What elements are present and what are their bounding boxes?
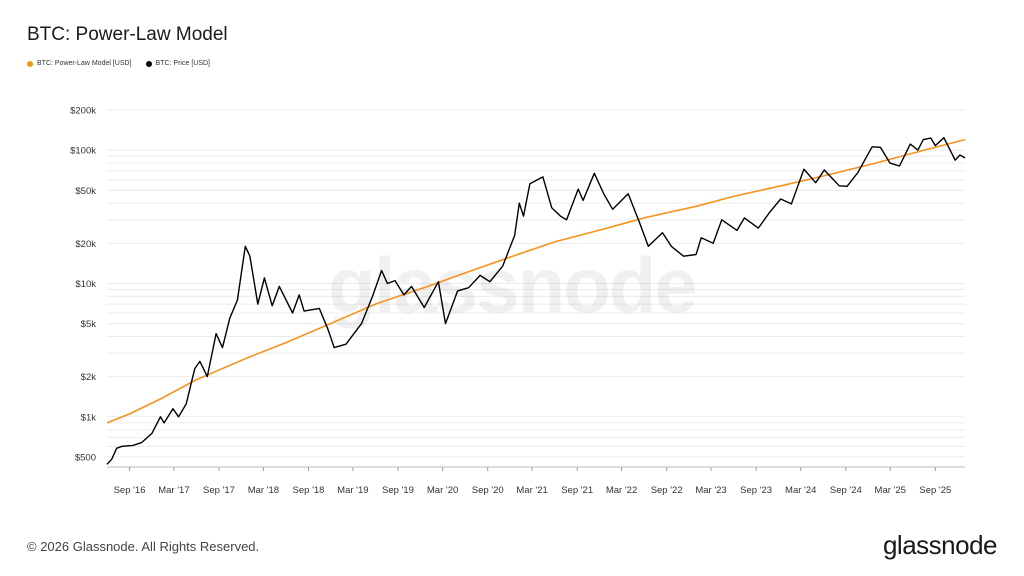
x-tick-label: Sep '21 xyxy=(561,485,593,496)
x-tick-label: Mar '17 xyxy=(158,485,189,496)
legend-swatch-power-law xyxy=(27,60,33,67)
y-tick-label: $100k xyxy=(70,146,96,157)
x-tick-label: Mar '25 xyxy=(875,485,906,496)
y-axis-ticks: $500 $1k $2k $5k $10k $20k $50k $100k $200k xyxy=(70,106,96,464)
x-tick-label: Mar '21 xyxy=(516,485,547,496)
legend-label-price: BTC: Price [USD] xyxy=(155,60,210,67)
legend-item-power-law[interactable]: BTC: Power-Law Model [USD] xyxy=(27,60,132,67)
x-tick-label: Sep '20 xyxy=(472,485,504,496)
x-tick-label: Sep '18 xyxy=(293,485,325,496)
y-tick-label: $500 xyxy=(75,452,96,463)
series-group xyxy=(106,137,966,465)
y-tick-label: $20k xyxy=(75,239,96,250)
x-tick-label: Sep '22 xyxy=(651,485,683,496)
x-tick-label: Mar '22 xyxy=(606,485,637,496)
x-tick-label: Sep '17 xyxy=(203,485,235,496)
x-tick-label: Mar '20 xyxy=(427,485,458,496)
x-tick-label: Sep '23 xyxy=(740,485,772,496)
y-tick-label: $50k xyxy=(75,186,96,197)
legend-swatch-price xyxy=(145,60,152,67)
x-tick-label: Sep '24 xyxy=(830,485,862,496)
btc-price-line[interactable] xyxy=(106,137,966,465)
power-law-model-line[interactable] xyxy=(106,138,966,424)
gridlines xyxy=(107,109,965,458)
legend-label-power-law: BTC: Power-Law Model [USD] xyxy=(37,60,132,67)
x-tick-label: Mar '23 xyxy=(695,485,726,496)
x-tick-label: Mar '24 xyxy=(785,485,816,496)
y-tick-label: $1k xyxy=(81,412,97,423)
chart-title: BTC: Power-Law Model xyxy=(27,24,228,45)
copyright-text: © 2026 Glassnode. All Rights Reserved. xyxy=(27,539,260,554)
x-tick-label: Mar '19 xyxy=(337,485,368,496)
watermark: glassnode xyxy=(328,241,696,329)
x-axis-ticks: Sep '16 Mar '17 Sep '17 Mar '18 Sep '18 Mar '… xyxy=(114,467,951,496)
y-tick-label: $10k xyxy=(75,279,96,290)
legend: BTC: Power-Law Model [USD] BTC: Price [U… xyxy=(27,60,210,67)
legend-item-price[interactable]: BTC: Price [USD] xyxy=(145,60,210,67)
y-tick-label: $2k xyxy=(81,372,97,383)
y-tick-label: $5k xyxy=(81,319,97,330)
x-tick-label: Sep '16 xyxy=(114,485,146,496)
x-tick-label: Sep '25 xyxy=(919,485,951,496)
glassnode-logo[interactable]: glassnode xyxy=(882,530,998,560)
x-tick-label: Sep '19 xyxy=(382,485,414,496)
y-tick-label: $200k xyxy=(70,106,96,117)
x-tick-label: Mar '18 xyxy=(248,485,279,496)
